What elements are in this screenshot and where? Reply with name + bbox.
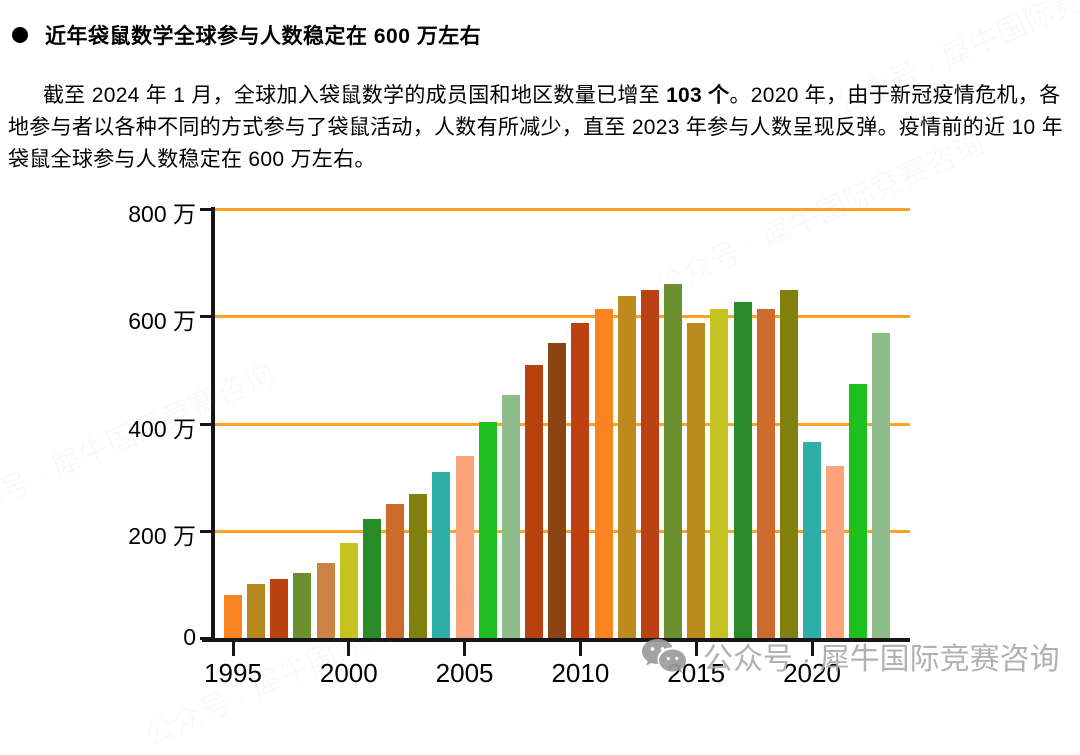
bar-2023 (872, 333, 891, 638)
x-tick-label-2020: 2020 (783, 658, 841, 688)
member-count-bold: 103 个 (666, 84, 730, 107)
bar-2008 (525, 364, 544, 638)
x-tick-2020 (810, 642, 814, 656)
bar-2002 (386, 503, 405, 638)
bar-2000 (339, 542, 358, 638)
y-axis (211, 207, 215, 642)
y-tick-0 (200, 637, 211, 640)
bar-2006 (478, 422, 497, 638)
y-tick-200 (200, 529, 211, 533)
bar-2019 (779, 289, 798, 638)
y-tick-400 (200, 422, 211, 426)
bar-2011 (594, 309, 613, 638)
section-header: 近年袋鼠数学全球参与人数稳定在 600 万左右 (12, 20, 481, 50)
watermark: 公众号 · 犀牛国际竞赛咨询 (641, 634, 1060, 678)
x-tick-1995 (231, 642, 235, 656)
wechat-icon (642, 639, 686, 673)
bar-1996 (247, 583, 266, 638)
x-tick-2005 (463, 642, 467, 656)
bar-2018 (756, 309, 775, 638)
watermark-text: 公众号 · 犀牛国际竞赛咨询 (703, 643, 1060, 676)
x-tick-label-2005: 2005 (435, 658, 494, 688)
x-tick-label-2000: 2000 (319, 658, 378, 688)
page-title: 近年袋鼠数学全球参与人数稳定在 600 万左右 (45, 25, 482, 48)
bar-2020 (803, 441, 821, 638)
bar-1999 (316, 562, 335, 638)
x-axis (202, 638, 910, 642)
paragraph-text-2: 。2020 年，由于新冠疫情危机，各地参与者以各种不同的方式参与了袋鼠活动，人数… (8, 84, 1063, 171)
y-tick-label-200: 200 万 (128, 522, 196, 549)
bar-2004 (432, 471, 451, 638)
paragraph-text-1: 截至 2024 年 1 月，全球加入袋鼠数学的成员国和地区数量已增至 (43, 84, 667, 107)
y-tick-label-800: 800 万 (128, 201, 196, 227)
bullet-icon (12, 27, 28, 43)
x-tick-label-2010: 2010 (551, 658, 610, 688)
y-tick-label-0: 0 (183, 624, 196, 650)
bar-2001 (362, 518, 381, 638)
bar-2022 (849, 384, 868, 638)
bar-2014 (664, 284, 683, 638)
body-paragraph: 截至 2024 年 1 月，全球加入袋鼠数学的成员国和地区数量已增至 103 个… (8, 80, 1066, 176)
bar-2010 (571, 323, 590, 638)
bar-1995 (224, 595, 242, 638)
bar-2003 (409, 494, 428, 638)
gridline-600 (214, 315, 910, 319)
bar-2021 (826, 466, 845, 638)
y-tick-600 (200, 315, 211, 319)
y-tick-label-600: 600 万 (128, 308, 196, 335)
x-tick-2015 (694, 642, 698, 656)
x-tick-2000 (347, 642, 351, 656)
y-tick-800 (200, 208, 211, 211)
bar-2013 (640, 289, 659, 638)
bar-2012 (617, 296, 636, 638)
bar-1997 (270, 579, 289, 638)
participation-bar-chart: 800 万 600 万 400 万 200 万 0 1995 2000 2005 2010 201… (128, 201, 910, 688)
gridline-800 (214, 208, 910, 211)
bar-2017 (733, 302, 752, 638)
x-tick-label-1995: 1995 (204, 658, 262, 688)
bar-2016 (710, 309, 729, 638)
bar-2015 (687, 323, 706, 638)
bar-2007 (501, 395, 520, 638)
bar-2005 (455, 455, 474, 638)
bar-1998 (293, 573, 312, 638)
y-tick-label-400: 400 万 (128, 415, 196, 442)
bar-2009 (548, 343, 567, 638)
x-tick-2010 (578, 642, 582, 656)
